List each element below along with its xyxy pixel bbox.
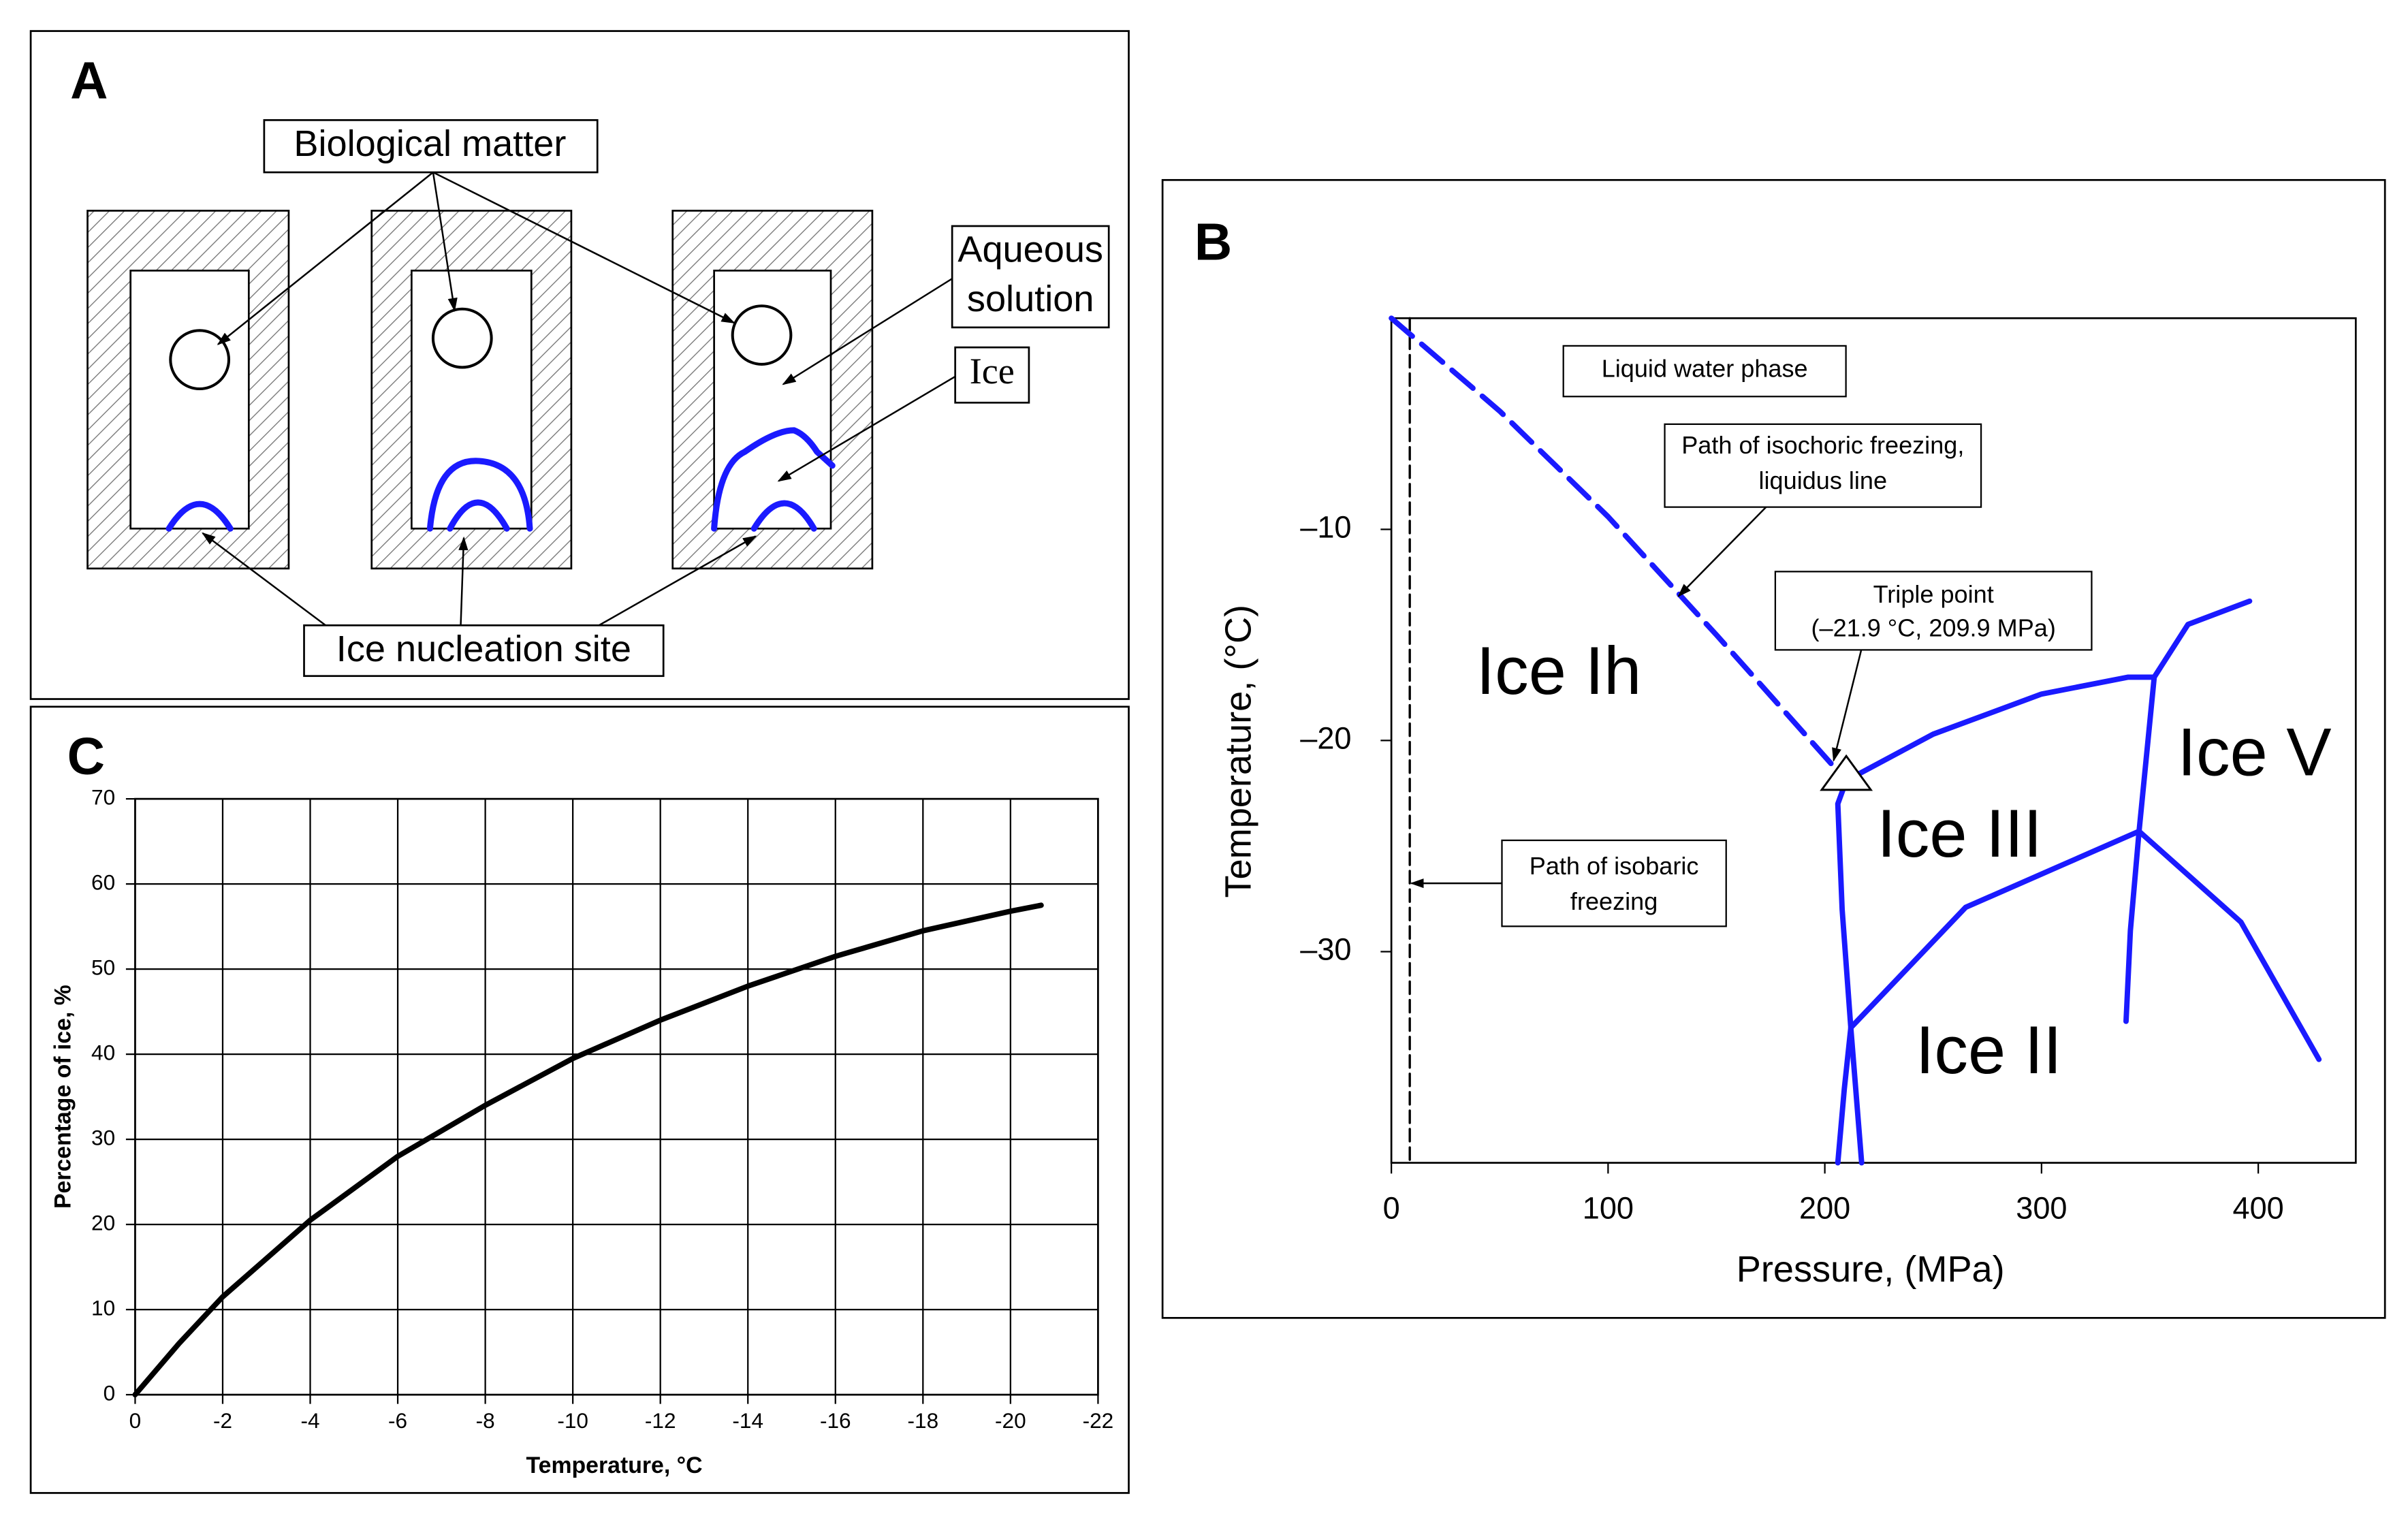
data-line	[1389, 315, 1850, 784]
panel-frame	[29, 705, 1130, 1494]
annotation-text: Liquid water phase	[1602, 354, 1808, 382]
label: Biological matter	[294, 123, 566, 164]
pointer	[217, 172, 434, 345]
x-tick-label: 400	[2232, 1190, 2283, 1225]
label: solution	[967, 279, 1094, 319]
label-box	[263, 119, 599, 174]
y-tick-label: 60	[91, 870, 115, 894]
x-tick-label: 0	[129, 1408, 142, 1433]
y-tick-label: –10	[1300, 509, 1351, 544]
pointer	[782, 276, 956, 385]
region-label: Ice Ih	[1476, 633, 1642, 709]
x-tick-label: 100	[1583, 1190, 1634, 1225]
y-tick-label: 30	[91, 1125, 115, 1149]
annotation-box	[1501, 839, 1727, 927]
pointer	[458, 536, 469, 626]
container	[370, 210, 573, 570]
x-tick-label: 200	[1799, 1190, 1850, 1225]
data-line	[1843, 674, 2157, 784]
data-line	[2123, 674, 2157, 1024]
data-line	[132, 902, 1044, 1398]
panel-label: B	[1194, 214, 1232, 272]
x-tick-label: -6	[388, 1408, 407, 1433]
y-tick-label: –30	[1300, 932, 1351, 966]
annotation-box	[1774, 571, 2093, 651]
annotation-text: Triple point	[1873, 580, 1994, 608]
pointer	[202, 532, 326, 626]
annotation-text: freezing	[1570, 887, 1658, 915]
x-tick-label: -8	[476, 1408, 495, 1433]
y-tick-label: –20	[1300, 720, 1351, 755]
annotation-box	[1562, 345, 1847, 398]
pointer	[432, 172, 458, 313]
data-line	[2151, 598, 2253, 680]
x-tick-label: -16	[820, 1408, 851, 1433]
annotation-arrow	[1832, 650, 1863, 762]
x-tick-label: -2	[213, 1408, 232, 1433]
annotation-arrow	[1677, 506, 1767, 597]
x-tick-label: -12	[645, 1408, 676, 1433]
region-label: Ice III	[1877, 796, 2042, 872]
y-tick-label: 50	[91, 955, 115, 979]
label-box	[303, 624, 665, 678]
container	[671, 210, 874, 570]
y-tick-label: 20	[91, 1210, 115, 1235]
annotation-box	[1664, 423, 1982, 508]
annotation-text: liquidus line	[1759, 466, 1888, 494]
plot-frame	[1390, 317, 2357, 1164]
panel-frame	[1161, 178, 2386, 1319]
region-label: Ice V	[2177, 714, 2331, 790]
region-label: Ice II	[1916, 1013, 2062, 1088]
label: Aqueous	[957, 229, 1103, 270]
pointer	[777, 375, 956, 482]
plot-frame	[134, 797, 1099, 1396]
panel-frame	[29, 30, 1130, 700]
data-line	[1835, 778, 1865, 1166]
label-box	[951, 225, 1110, 329]
x-tick-label: -4	[300, 1408, 319, 1433]
x-axis-label: Temperature, °C	[526, 1452, 703, 1478]
data-line	[1848, 828, 2142, 1031]
pointer	[598, 535, 757, 626]
x-tick-label: -20	[995, 1408, 1026, 1433]
annotation-text: (–21.9 °C, 209.9 MPa)	[1811, 614, 2055, 642]
triple-point-marker	[1820, 754, 1873, 791]
data-line	[2136, 828, 2322, 1062]
annotation-text: Path of isochoric freezing,	[1681, 431, 1964, 459]
x-tick-label: 0	[1383, 1190, 1400, 1225]
data-line	[1835, 1025, 1854, 1166]
x-tick-label: 300	[2016, 1190, 2067, 1225]
y-tick-label: 70	[91, 784, 115, 809]
y-tick-label: 40	[91, 1040, 115, 1064]
y-axis-label: Percentage of ice, %	[50, 985, 76, 1209]
panel-label: C	[67, 728, 105, 786]
x-tick-label: -10	[557, 1408, 588, 1433]
x-tick-label: -18	[908, 1408, 939, 1433]
y-tick-label: 0	[104, 1380, 116, 1405]
container	[86, 210, 290, 570]
x-axis-label: Pressure, (MPa)	[1737, 1249, 2005, 1290]
y-axis-label: Temperature, (°C)	[1218, 605, 1258, 898]
y-tick-label: 10	[91, 1295, 115, 1320]
pointer	[432, 171, 735, 324]
x-tick-label: -22	[1083, 1408, 1114, 1433]
label: Ice	[970, 351, 1015, 392]
label: Ice nucleation site	[336, 629, 631, 669]
panel-a: A Biological matter	[29, 30, 1130, 700]
annotation-text: Path of isobaric	[1530, 852, 1699, 880]
label-box	[954, 346, 1030, 404]
x-tick-label: -14	[732, 1408, 763, 1433]
panel-label: A	[70, 52, 108, 110]
